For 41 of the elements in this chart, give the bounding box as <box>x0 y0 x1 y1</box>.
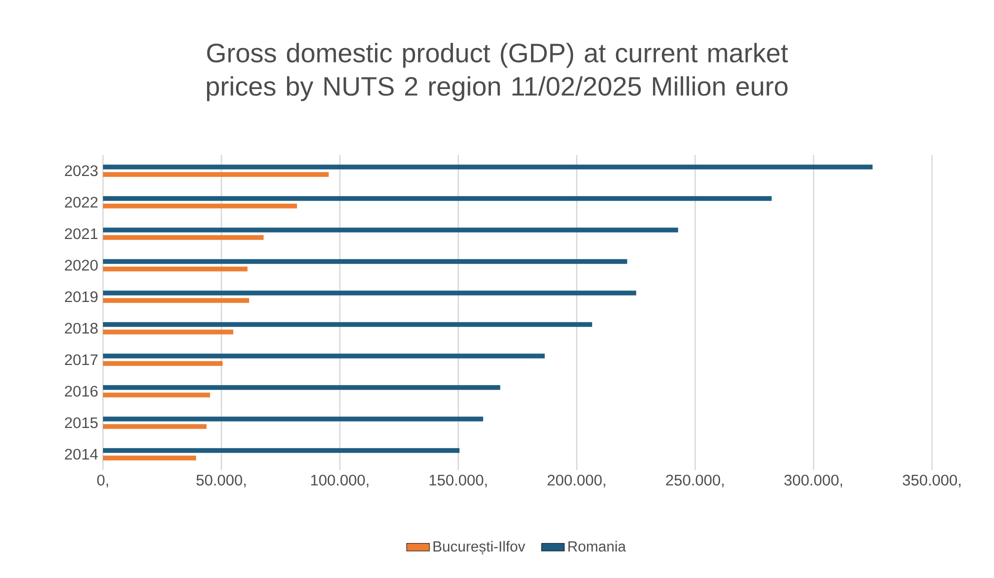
bar <box>103 361 223 366</box>
legend-label: București-Ilfov <box>434 540 526 555</box>
y-tick-label: 2020 <box>64 260 98 271</box>
y-tick-label: 2023 <box>64 165 98 176</box>
bar <box>103 259 628 264</box>
y-tick-label: 2016 <box>64 386 98 397</box>
bar <box>103 392 210 398</box>
chart-title: Gross domestic product (GDP) at current market prices by NUTS 2 region 11/02/2025 Million euro <box>206 42 788 102</box>
bar <box>103 456 196 460</box>
x-tick-label: 300.000, <box>784 474 842 488</box>
bar <box>103 172 329 177</box>
bar <box>103 266 248 272</box>
bar <box>103 416 484 422</box>
bar <box>103 228 678 232</box>
bar <box>103 235 264 240</box>
bar <box>103 298 250 303</box>
x-tick-label: 0, <box>97 474 108 488</box>
bar <box>103 322 592 327</box>
x-tick-label: 150.000, <box>430 474 487 488</box>
y-tick-label: 2021 <box>64 228 98 240</box>
x-tick-label: 50.000, <box>196 474 246 488</box>
bar <box>103 385 500 390</box>
bar <box>103 424 207 429</box>
bar <box>103 330 234 334</box>
bar <box>103 354 545 358</box>
y-tick-label: 2015 <box>64 417 98 428</box>
y-tick-label: 2019 <box>64 291 98 302</box>
y-tick-label: 2017 <box>64 354 98 366</box>
y-tick-label: 2022 <box>64 196 98 208</box>
y-tick-label: 2018 <box>64 322 98 334</box>
y-tick-label: 2014 <box>64 448 98 460</box>
x-tick-label: 350.000, <box>902 474 960 488</box>
bar <box>103 196 772 201</box>
x-tick-label: 100.000, <box>311 474 368 488</box>
bar <box>103 448 460 453</box>
legend-label: Romania <box>568 540 626 552</box>
bar <box>103 164 873 170</box>
bar <box>103 290 636 296</box>
x-tick-label: 200.000, <box>548 474 606 488</box>
bar <box>103 204 297 208</box>
x-tick-label: 250.000, <box>666 474 724 488</box>
